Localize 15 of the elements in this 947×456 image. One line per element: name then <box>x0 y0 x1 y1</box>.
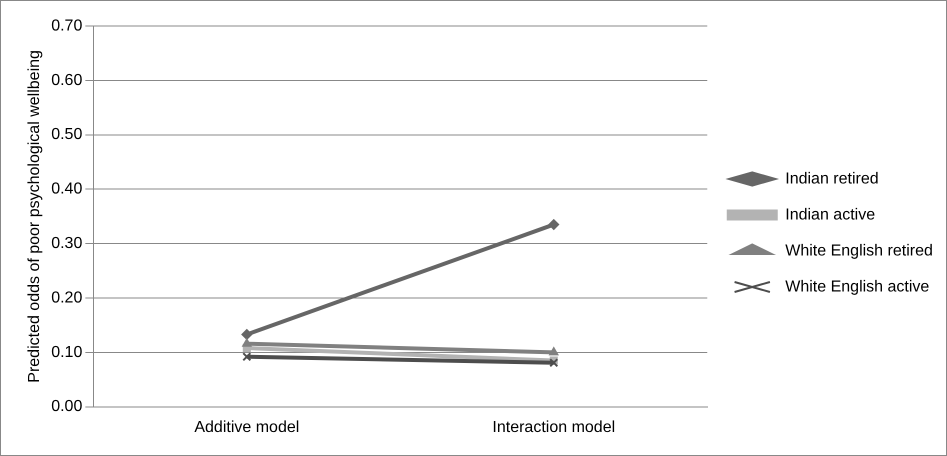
x-tick-label: Interaction model <box>492 418 616 436</box>
y-tick-label: 0.20 <box>51 289 82 306</box>
y-axis-title: Predicted odds of poor psychological wellbeing <box>26 50 44 383</box>
legend-label: Indian retired <box>785 170 879 188</box>
y-tick-label: 0.70 <box>51 17 82 34</box>
y-tick-label: 0.40 <box>51 180 82 198</box>
x-tick-label: Additive model <box>194 418 300 436</box>
y-tick-label: 0.00 <box>51 398 82 416</box>
legend-label: White English retired <box>785 242 933 260</box>
legend-label: Indian active <box>785 206 876 224</box>
y-tick-label: 0.50 <box>51 126 82 144</box>
legend-label: White English active <box>785 278 930 296</box>
y-tick-label: 0.10 <box>51 344 82 361</box>
y-tick-label: 0.60 <box>51 72 82 89</box>
y-tick-label: 0.30 <box>51 235 82 252</box>
